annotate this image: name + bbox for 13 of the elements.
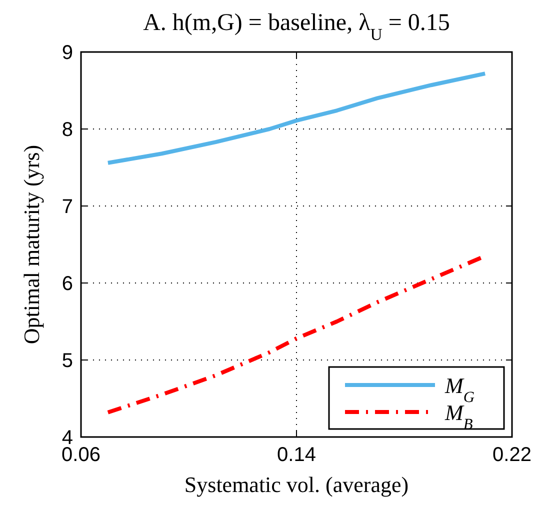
x-tick-label: 0.06 xyxy=(62,444,100,466)
y-axis-title: Optimal maturity (yrs) xyxy=(19,144,44,344)
legend-label: M$_{G}$ xyxy=(444,373,474,406)
line-series xyxy=(106,72,488,165)
x-tick-label: 0.14 xyxy=(277,444,316,466)
y-tick-label: 8 xyxy=(62,119,73,141)
x-axis-title: Systematic vol. (average) xyxy=(184,472,409,497)
y-tick-label: 9 xyxy=(62,42,73,64)
x-tick-label: 0.22 xyxy=(492,444,532,466)
y-tick-label: 6 xyxy=(62,273,73,295)
y-tick-label: 7 xyxy=(62,196,73,218)
y-tick-label: 5 xyxy=(62,350,73,372)
chart-title: A. h(m,G) = baseline, λ$_{U}$ = 0.15 xyxy=(143,10,450,44)
